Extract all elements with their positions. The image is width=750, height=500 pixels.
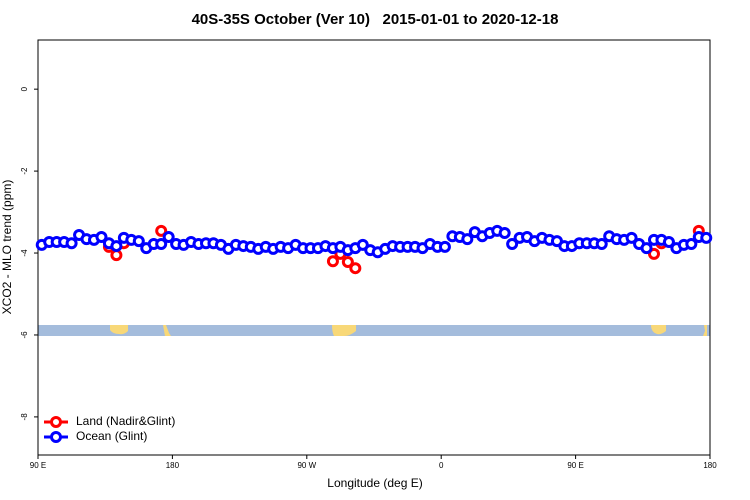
point bbox=[640, 242, 653, 255]
y-tick-label: -2 bbox=[20, 167, 29, 175]
point bbox=[162, 231, 175, 244]
point bbox=[700, 231, 713, 244]
x-axis-label: Longitude (deg E) bbox=[327, 476, 422, 490]
x-tick-label: 180 bbox=[703, 461, 717, 470]
x-tick-label: 90 E bbox=[567, 461, 583, 470]
point bbox=[625, 231, 638, 244]
point bbox=[356, 238, 369, 251]
point bbox=[498, 226, 511, 239]
map-strip bbox=[38, 325, 710, 336]
point bbox=[65, 237, 78, 250]
point bbox=[438, 240, 451, 253]
x-tick-label: 180 bbox=[166, 461, 180, 470]
point bbox=[349, 262, 362, 275]
x-tick-label: 90 W bbox=[297, 461, 316, 470]
point bbox=[155, 238, 168, 251]
y-tick-label: -8 bbox=[20, 413, 29, 421]
point bbox=[326, 255, 339, 268]
x-tick-label: 90 E bbox=[30, 461, 46, 470]
point bbox=[110, 240, 123, 253]
point bbox=[461, 233, 474, 246]
chart-title: 40S-35S October (Ver 10) 2015-01-01 to 2… bbox=[192, 11, 559, 28]
point bbox=[95, 231, 108, 244]
legend-label: Ocean (Glint) bbox=[76, 429, 147, 443]
point bbox=[648, 247, 660, 260]
legend-marker bbox=[50, 416, 62, 428]
point bbox=[662, 235, 675, 248]
point bbox=[341, 256, 354, 269]
point bbox=[132, 235, 145, 248]
legend-marker bbox=[50, 431, 62, 443]
y-tick-label: -4 bbox=[20, 249, 29, 257]
y-tick-label: -6 bbox=[20, 331, 29, 339]
x-tick-label: 0 bbox=[439, 461, 444, 470]
y-tick-label: 0 bbox=[20, 86, 29, 91]
point bbox=[595, 238, 608, 251]
point bbox=[685, 238, 698, 251]
legend-label: Land (Nadir&Glint) bbox=[76, 414, 175, 428]
point bbox=[506, 238, 519, 251]
y-axis-label: XCO2 - MLO trend (ppm) bbox=[0, 180, 14, 315]
point bbox=[155, 224, 168, 237]
